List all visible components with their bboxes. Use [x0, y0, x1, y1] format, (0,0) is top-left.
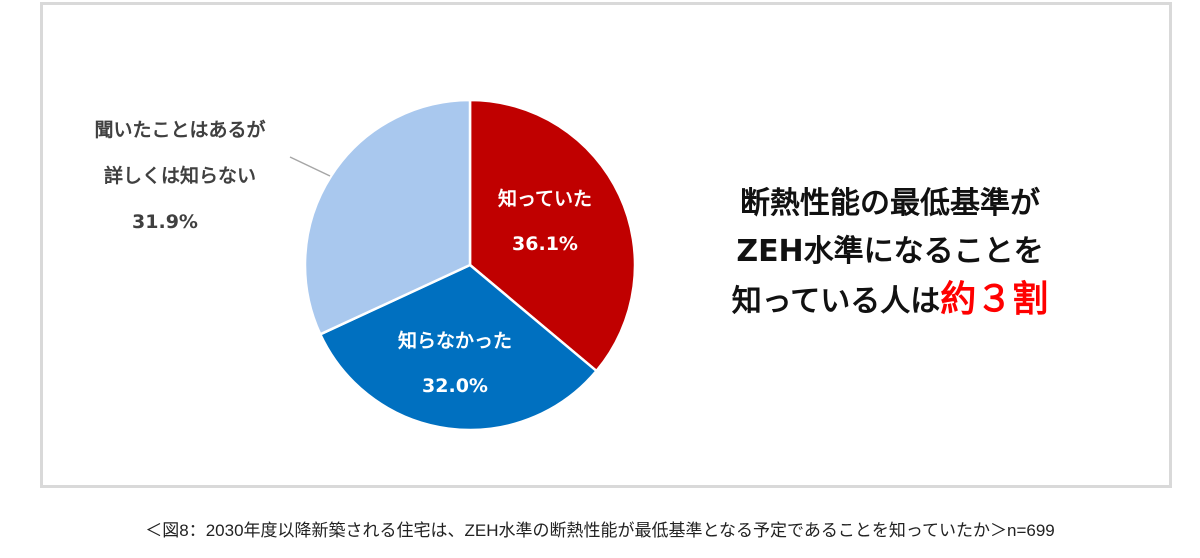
slice-name-line1: 聞いたことはあるが	[94, 119, 266, 141]
slice-name: 知っていた	[497, 188, 593, 210]
slice-name-line2: 詳しくは知らない	[103, 165, 256, 187]
headline-line2: ZEH水準になることを	[736, 234, 1044, 269]
headline-line3: 知っている人は約３割	[700, 276, 1080, 326]
leader-line	[289, 156, 331, 177]
slice-value: 36.1%	[512, 233, 578, 255]
headline: 断熱性能の最低基準が ZEH水準になることを 知っている人は約３割	[700, 180, 1080, 326]
slice-name: 知らなかった	[397, 330, 512, 352]
slice-didnt-know	[318, 263, 599, 432]
figure-caption: ＜図8：2030年度以降新築される住宅は、ZEH水準の断熱性能が最低基準となる予…	[145, 521, 1055, 540]
slice-label-didnt-know: 知らなかった 32.0%	[370, 332, 540, 396]
slice-heard-but-unfamiliar	[303, 98, 472, 336]
headline-emphasis: 約３割	[940, 279, 1049, 320]
slice-knew	[468, 98, 637, 373]
slice-value: 32.0%	[422, 375, 488, 397]
slice-value: 31.9%	[132, 211, 198, 233]
headline-line1: 断熱性能の最低基準が	[740, 186, 1040, 221]
headline-line3-prefix: 知っている人は	[731, 284, 941, 319]
slice-label-knew: 知っていた 36.1%	[480, 190, 610, 254]
slice-label-heard: 聞いたことはあるが 詳しくは知らない 31.9%	[70, 121, 290, 232]
